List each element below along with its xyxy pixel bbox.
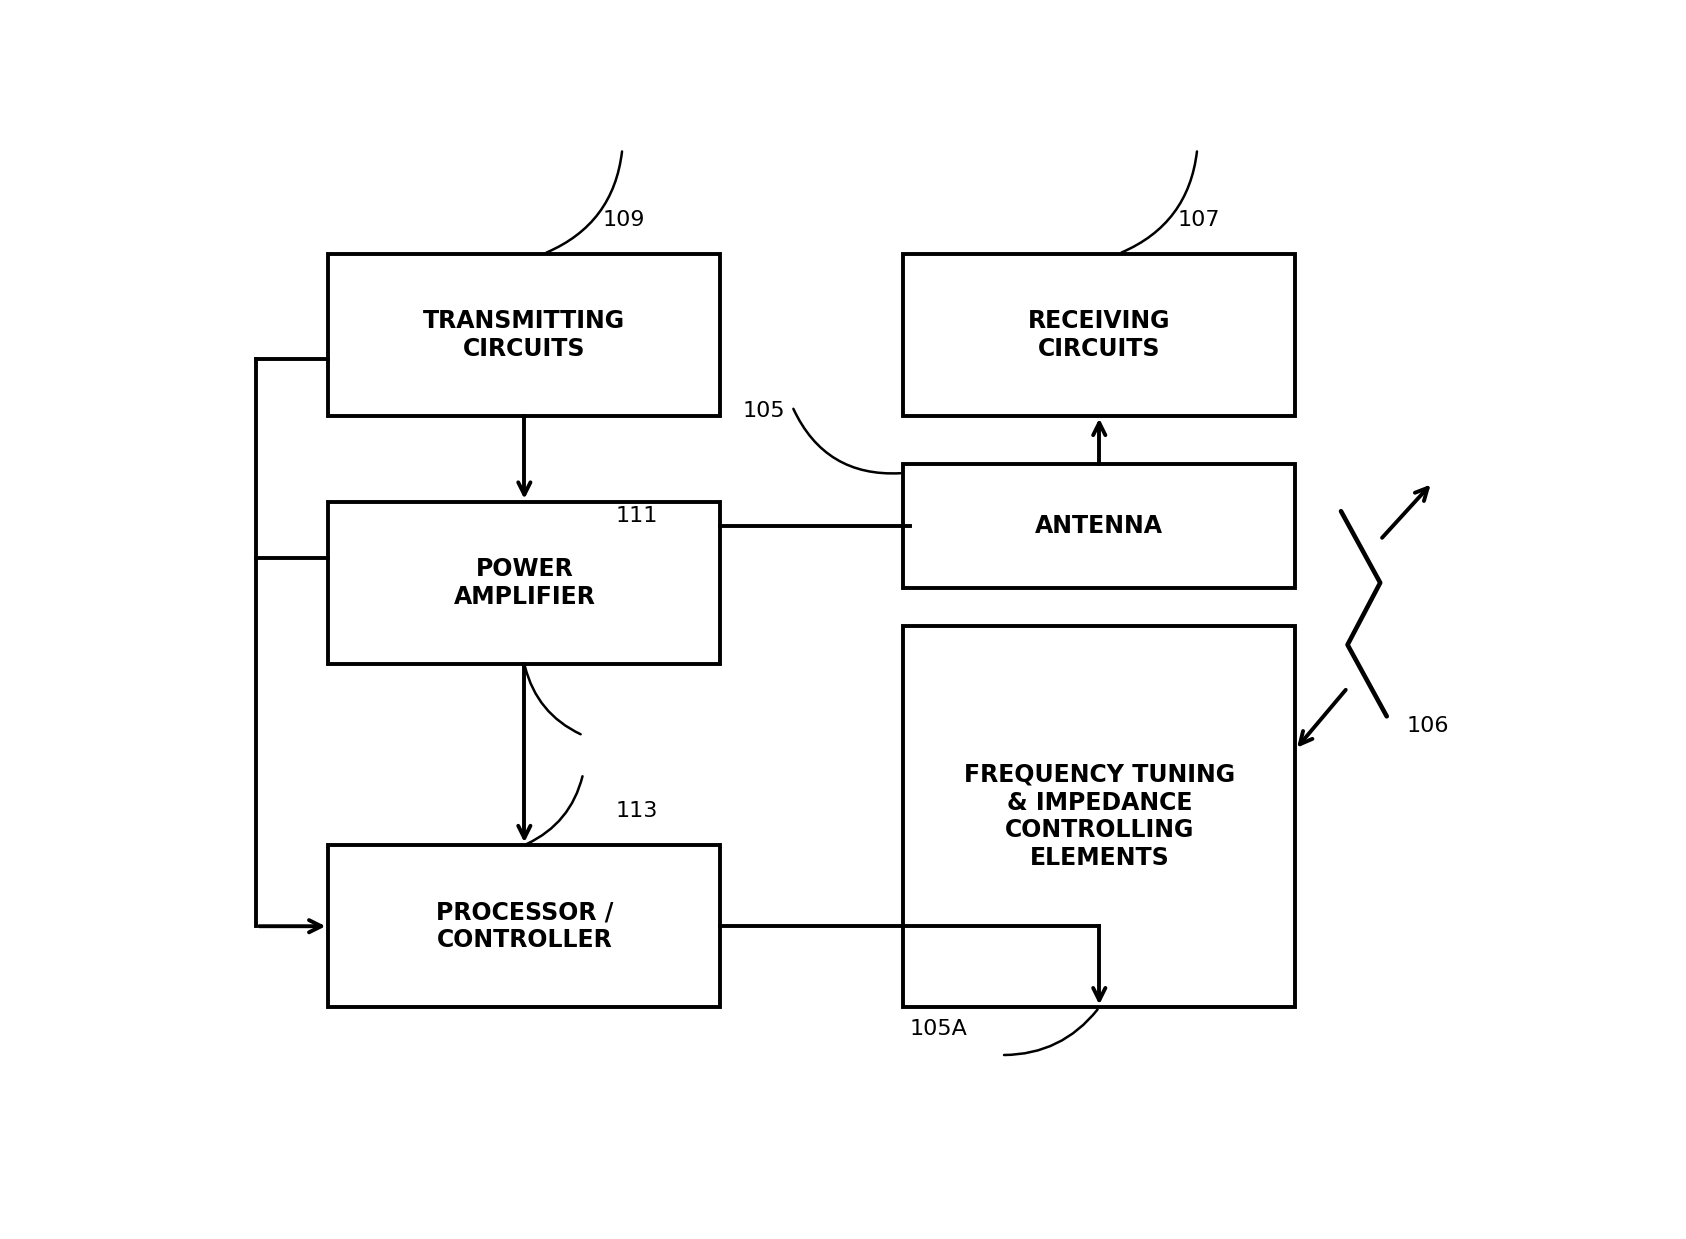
Text: 106: 106	[1406, 716, 1448, 736]
Text: ANTENNA: ANTENNA	[1035, 513, 1163, 538]
Text: PROCESSOR /
CONTROLLER: PROCESSOR / CONTROLLER	[435, 901, 614, 952]
Bar	[329, 845, 720, 1007]
Text: 107: 107	[1179, 209, 1221, 229]
Text: 105: 105	[744, 400, 786, 420]
Text: RECEIVING
CIRCUITS: RECEIVING CIRCUITS	[1028, 309, 1170, 361]
Text: 105A: 105A	[910, 1018, 968, 1038]
Bar	[904, 626, 1295, 1007]
Text: FREQUENCY TUNING
& IMPEDANCE
CONTROLLING
ELEMENTS: FREQUENCY TUNING & IMPEDANCE CONTROLLING…	[964, 763, 1234, 870]
Bar	[329, 254, 720, 416]
Bar	[329, 502, 720, 664]
Bar	[904, 463, 1295, 587]
Bar	[904, 254, 1295, 416]
Text: 109: 109	[604, 209, 646, 229]
Text: TRANSMITTING
CIRCUITS: TRANSMITTING CIRCUITS	[423, 309, 626, 361]
Text: 111: 111	[615, 507, 658, 527]
Text: POWER
AMPLIFIER: POWER AMPLIFIER	[454, 556, 595, 608]
Text: 113: 113	[615, 802, 658, 821]
